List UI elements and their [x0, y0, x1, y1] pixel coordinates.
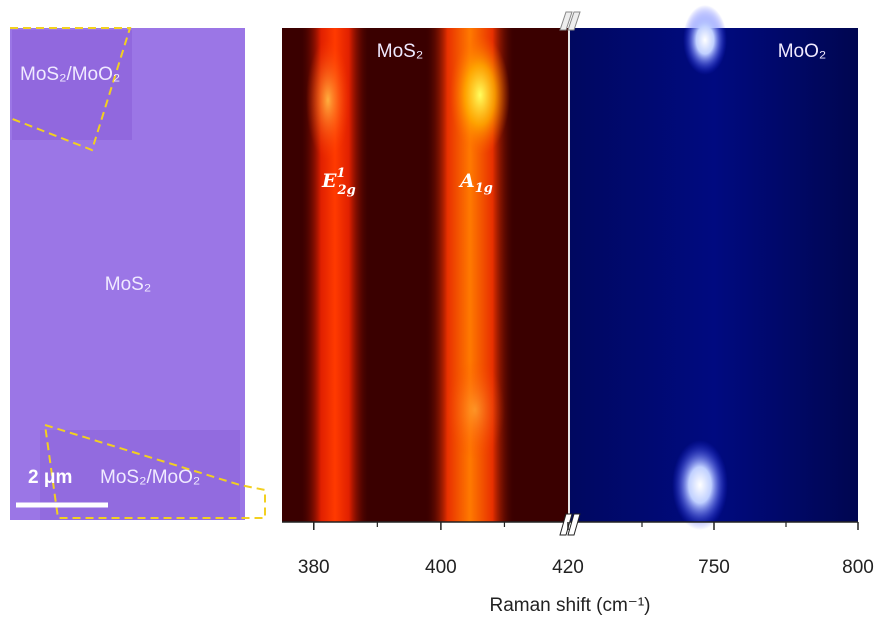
- x-tick-label: 420: [552, 557, 584, 578]
- peak-label: E1 2g: [321, 166, 356, 198]
- scale-bar-label: 2 μm: [28, 467, 72, 488]
- raman-map-left: MoS₂ E1 2g A1g: [282, 28, 568, 522]
- peak-sup: 1: [336, 166, 345, 181]
- panel-label: MoS₂: [377, 41, 423, 62]
- optical-image: MoS₂/MoO₂ MoS₂ MoS₂/MoO₂ 2 μm: [9, 27, 266, 520]
- raman-map-right: MoO₂: [570, 5, 858, 530]
- x-tick-label: 400: [425, 557, 457, 578]
- region-label: MoS₂: [105, 274, 151, 295]
- peak-sub: 1g: [475, 181, 493, 196]
- peak-base: A: [458, 170, 475, 192]
- region-label: MoS₂/MoO₂: [100, 467, 200, 488]
- x-tick-label: 750: [698, 557, 730, 578]
- peak-base: E: [321, 170, 337, 192]
- peak-label: A1g: [458, 170, 493, 196]
- x-tick-label: 380: [298, 557, 330, 578]
- peak-sub: 2g: [337, 183, 356, 198]
- region-label: MoS₂/MoO₂: [20, 64, 120, 85]
- panel-label: MoO₂: [778, 41, 827, 62]
- x-axis: Raman shift (cm⁻¹): [282, 11, 858, 616]
- x-tick-label: 800: [842, 557, 874, 578]
- x-axis-title: Raman shift (cm⁻¹): [490, 595, 651, 616]
